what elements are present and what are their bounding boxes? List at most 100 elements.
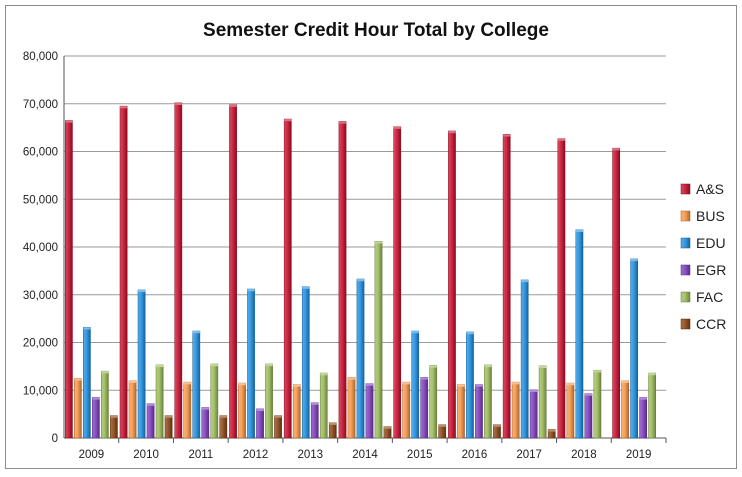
x-tick-label: 2012 <box>243 449 269 461</box>
bar-top-highlight <box>612 148 620 151</box>
x-tick-label: 2009 <box>79 449 105 461</box>
bar-fac-2009 <box>101 370 109 439</box>
bar-egr-2012 <box>256 408 264 439</box>
bar-top-highlight <box>566 383 575 386</box>
bar-fac-2013 <box>319 372 328 439</box>
bar-top-highlight <box>411 331 419 334</box>
bar-edu-2014 <box>356 278 365 439</box>
x-tick-label: 2015 <box>407 449 433 461</box>
bar-chart: Semester Credit Hour Total by College 0 1… <box>23 20 727 461</box>
bar-bus-2013 <box>292 384 301 439</box>
bar-top-highlight <box>274 415 282 418</box>
bar-top-highlight <box>493 424 501 427</box>
bar-top-highlight <box>402 382 410 385</box>
bar-ccr-2009 <box>110 415 118 439</box>
bar-egr-2018 <box>584 393 593 439</box>
x-tick-label: 2010 <box>133 449 159 461</box>
y-tick-label: 70,000 <box>23 99 58 111</box>
bar-top-highlight <box>393 126 401 129</box>
bar-top-highlight <box>192 331 200 334</box>
y-tick-label: 20,000 <box>23 338 58 350</box>
bar-top-highlight <box>630 258 638 262</box>
bar-top-highlight <box>466 331 474 335</box>
bar-top-highlight <box>503 134 511 137</box>
legend-swatch <box>680 291 691 303</box>
bar-edu-2017 <box>520 279 529 439</box>
y-tick-label: 80,000 <box>23 51 58 63</box>
bar-as-2019 <box>612 147 620 439</box>
axes: 0 10,000 20,000 30,000 40,000 50,000 60,000 70,… <box>23 51 667 461</box>
bar-ccr-2013 <box>328 422 337 439</box>
bar-top-highlight <box>265 363 273 367</box>
bar-top-highlight <box>284 119 292 122</box>
bar-top-highlight <box>92 397 100 400</box>
bar-egr-2009 <box>92 397 100 439</box>
bar-edu-2013 <box>301 286 310 439</box>
y-tick-label: 60,000 <box>23 147 58 159</box>
y-tick-label: 30,000 <box>23 290 58 302</box>
bar-top-highlight <box>557 138 566 141</box>
bar-top-highlight <box>639 397 647 400</box>
bar-top-highlight <box>484 364 492 368</box>
bar-top-highlight <box>320 373 328 376</box>
x-tick-label: 2017 <box>516 449 542 461</box>
bar-ccr-2012 <box>274 415 282 439</box>
bar-fac-2019 <box>648 372 656 439</box>
bar-fac-2011 <box>210 363 219 439</box>
bar-top-highlight <box>146 403 155 406</box>
legend-label: FAC <box>696 289 723 305</box>
bar-as-2014 <box>338 121 347 439</box>
legend: A&S BUS EDU EGR FAC CCR <box>680 181 726 332</box>
bar-top-highlight <box>119 106 128 109</box>
bar-top-highlight <box>128 380 137 383</box>
bar-top-highlight <box>210 363 218 367</box>
bar-top-highlight <box>383 426 392 429</box>
bar-top-highlight <box>256 408 264 412</box>
legend-label: EDU <box>696 235 726 251</box>
bar-top-highlight <box>530 389 538 392</box>
bar-top-highlight <box>201 407 209 410</box>
bar-fac-2018 <box>593 369 602 439</box>
bar-edu-2012 <box>247 288 255 439</box>
bar-bus-2014 <box>347 377 356 439</box>
bar-ccr-2011 <box>219 415 228 439</box>
bar-bus-2011 <box>183 381 192 439</box>
bar-top-highlight <box>83 327 91 330</box>
bar-top-highlight <box>584 393 593 396</box>
bar-top-highlight <box>293 384 301 387</box>
bar-top-highlight <box>539 365 547 369</box>
bar-edu-2018 <box>575 229 584 439</box>
bar-top-highlight <box>101 371 109 374</box>
bar-bus-2012 <box>238 382 246 439</box>
bar-top-highlight <box>448 130 456 134</box>
bar-top-highlight <box>593 370 602 373</box>
x-tick-label: 2019 <box>626 449 652 461</box>
bar-top-highlight <box>302 286 310 289</box>
bar-top-highlight <box>365 383 374 386</box>
bar-top-highlight <box>110 415 118 418</box>
bar-top-highlight <box>65 120 73 123</box>
legend-swatch <box>680 318 691 330</box>
bar-top-highlight <box>183 382 191 385</box>
bar-as-2018 <box>557 138 566 439</box>
bar-egr-2015 <box>420 377 429 439</box>
bar-as-2013 <box>283 118 292 439</box>
bar-fac-2016 <box>484 364 492 439</box>
bar-top-highlight <box>238 383 246 386</box>
bar-egr-2016 <box>475 384 483 439</box>
bar-top-highlight <box>347 377 356 380</box>
bar-ccr-2010 <box>164 415 173 439</box>
gridlines <box>64 55 666 439</box>
bars <box>65 102 656 439</box>
bar-bus-2009 <box>74 378 82 439</box>
bar-top-highlight <box>174 102 182 105</box>
legend-label: A&S <box>696 181 724 197</box>
x-tick-label: 2014 <box>352 449 378 461</box>
bar-egr-2019 <box>639 397 647 439</box>
bar-top-highlight <box>229 104 237 107</box>
legend-label: EGR <box>696 262 726 278</box>
bar-as-2015 <box>393 126 402 439</box>
bar-top-highlight <box>575 229 584 233</box>
y-tick-label: 10,000 <box>23 385 58 397</box>
bar-bus-2017 <box>511 381 520 439</box>
